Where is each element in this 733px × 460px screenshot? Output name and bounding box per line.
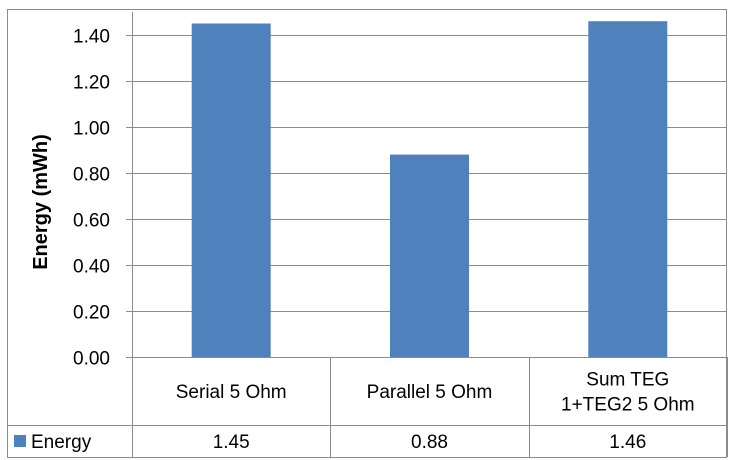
bar — [191, 23, 271, 357]
y-tick-label: 0.60 — [73, 211, 110, 232]
data-value-label: 1.45 — [213, 432, 250, 453]
y-tick-label: 0.00 — [73, 349, 110, 370]
bar — [390, 154, 469, 357]
y-tick-label: 1.00 — [73, 119, 110, 140]
data-value-label: 0.88 — [411, 432, 448, 453]
y-tick-label: 1.40 — [73, 27, 110, 48]
y-tick-label: 0.80 — [73, 165, 110, 186]
category-label: Sum TEG — [586, 370, 669, 391]
series-name: Energy — [31, 432, 92, 453]
category-label: 1+TEG2 5 Ohm — [561, 395, 695, 416]
legend-swatch — [14, 435, 26, 447]
y-tick-label: 0.40 — [73, 257, 110, 278]
category-label: Serial 5 Ohm — [176, 382, 287, 403]
y-axis-label: Energy (mWh) — [30, 134, 52, 270]
data-value-label: 1.46 — [609, 432, 646, 453]
bar-series — [191, 21, 668, 357]
y-tick-label: 0.20 — [73, 303, 110, 324]
y-axis: 0.00 0.20 0.40 0.60 0.80 1.00 1.20 1.40 — [73, 12, 133, 370]
data-table: Serial 5 Ohm Parallel 5 Ohm Sum TEG 1+TEG2 … — [7, 357, 728, 457]
y-tick-label: 1.20 — [73, 73, 110, 94]
bar — [588, 21, 668, 357]
category-label: Parallel 5 Ohm — [367, 382, 493, 403]
